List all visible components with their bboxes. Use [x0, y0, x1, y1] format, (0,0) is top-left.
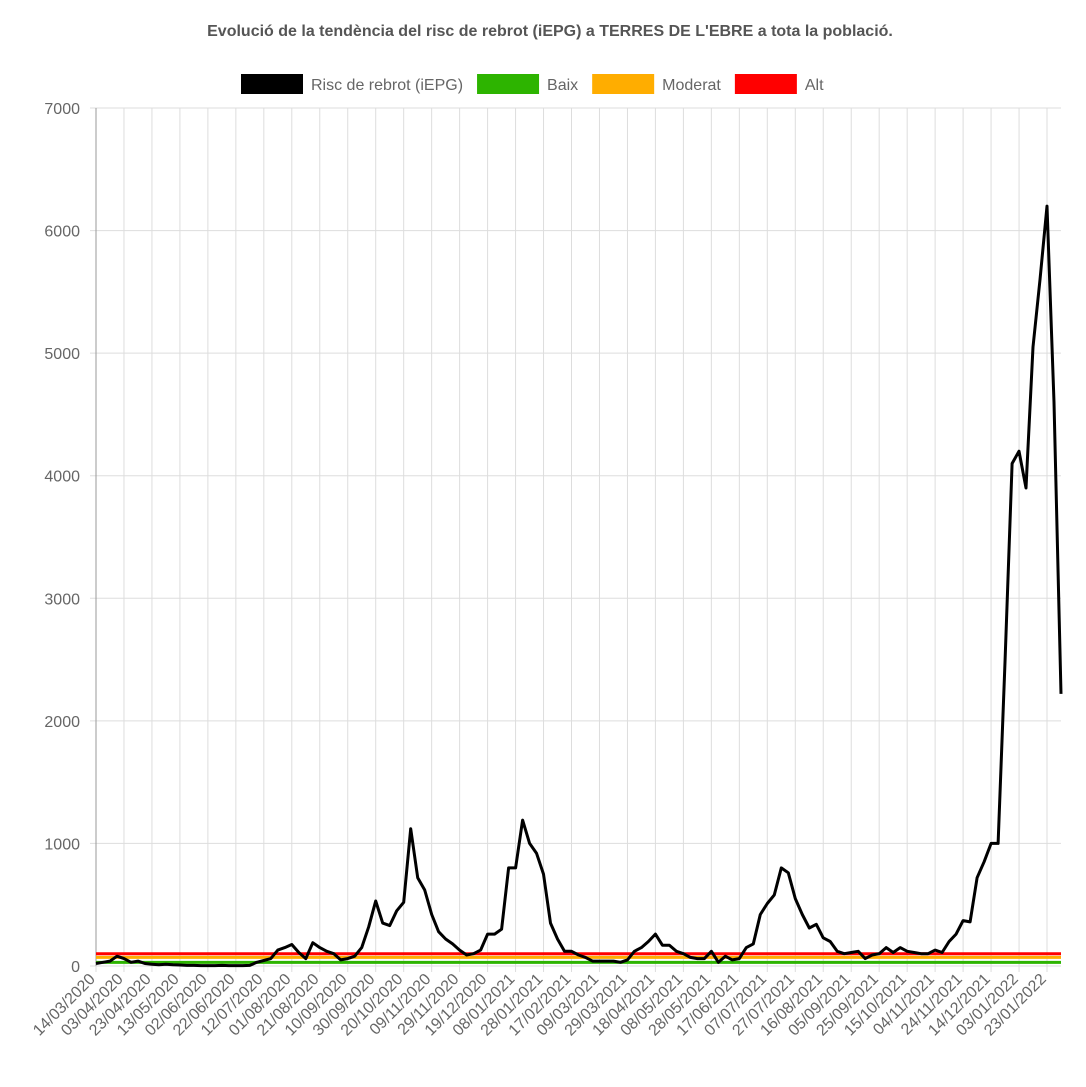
- legend-label: Baix: [547, 77, 578, 94]
- legend-swatch: [241, 74, 303, 94]
- legend-label: Alt: [805, 77, 824, 94]
- legend-swatch: [592, 74, 655, 94]
- y-tick-label: 0: [71, 959, 80, 976]
- legend-swatch: [734, 74, 797, 94]
- y-tick-label: 3000: [44, 591, 80, 608]
- legend-label: Moderat: [662, 77, 721, 94]
- chart-title: Evolució de la tendència del risc de reb…: [207, 23, 893, 40]
- y-tick-label: 5000: [44, 346, 80, 363]
- legend: Risc de rebrot (iEPG) Baix Moderat Alt: [241, 74, 824, 94]
- y-tick-label: 2000: [44, 714, 80, 731]
- y-tick-label: 1000: [44, 836, 80, 853]
- series-line: [95, 204, 1063, 968]
- legend-swatch: [477, 74, 540, 94]
- y-tick-label: 4000: [44, 469, 80, 486]
- y-tick-label: 7000: [44, 101, 80, 118]
- y-tick-label: 6000: [44, 224, 80, 241]
- legend-label: Risc de rebrot (iEPG): [311, 77, 463, 94]
